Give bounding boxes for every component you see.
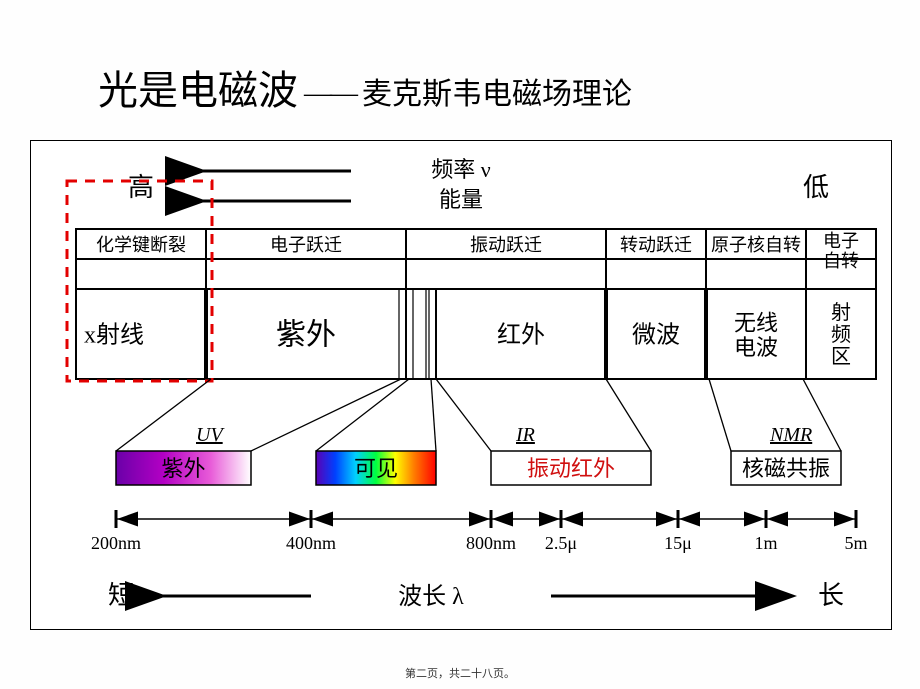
svg-text:振动跃迁: 振动跃迁 xyxy=(470,235,542,255)
svg-text:红外: 红外 xyxy=(497,321,545,348)
svg-text:IR: IR xyxy=(515,424,535,446)
svg-text:波长 λ: 波长 λ xyxy=(398,583,464,610)
title-dash: —— xyxy=(304,78,356,110)
svg-text:5m: 5m xyxy=(844,533,867,553)
svg-text:微波: 微波 xyxy=(632,321,680,348)
svg-text:1m: 1m xyxy=(754,533,777,553)
svg-text:短: 短 xyxy=(108,581,134,610)
svg-text:紫外: 紫外 xyxy=(276,319,336,352)
svg-text:x射线: x射线 xyxy=(84,321,144,348)
svg-text:UV: UV xyxy=(196,424,225,446)
svg-text:长: 长 xyxy=(818,581,844,610)
spectrum-diagram: 频率 ν能量高低化学键断裂电子跃迁振动跃迁转动跃迁原子核自转电子自转x射线紫外红… xyxy=(30,140,892,630)
svg-text:2.5μ: 2.5μ xyxy=(545,533,577,553)
svg-text:15μ: 15μ xyxy=(664,533,692,553)
svg-text:高: 高 xyxy=(128,173,154,202)
svg-text:核磁共振: 核磁共振 xyxy=(742,456,830,481)
svg-text:振动红外: 振动红外 xyxy=(527,456,615,481)
svg-text:400nm: 400nm xyxy=(286,533,336,553)
svg-text:转动跃迁: 转动跃迁 xyxy=(620,235,692,255)
svg-text:电子跃迁: 电子跃迁 xyxy=(270,235,342,255)
svg-text:化学键断裂: 化学键断裂 xyxy=(96,235,186,255)
svg-text:无线电波: 无线电波 xyxy=(734,311,778,360)
title-sub: 麦克斯韦电磁场理论 xyxy=(362,69,632,113)
svg-text:原子核自转: 原子核自转 xyxy=(711,235,801,255)
svg-text:频率 ν: 频率 ν xyxy=(431,157,491,182)
page-footer: 第二页，共二十八页。 xyxy=(405,665,515,681)
svg-text:200nm: 200nm xyxy=(91,533,141,553)
svg-text:电子自转: 电子自转 xyxy=(823,231,859,271)
svg-text:能量: 能量 xyxy=(439,187,483,212)
svg-text:800nm: 800nm xyxy=(466,533,516,553)
svg-text:可见: 可见 xyxy=(354,456,398,481)
title-main: 光是电磁波 xyxy=(98,58,298,116)
svg-text:射频区: 射频区 xyxy=(831,301,851,368)
svg-text:NMR: NMR xyxy=(769,424,812,446)
svg-text:紫外: 紫外 xyxy=(161,456,205,481)
svg-text:低: 低 xyxy=(803,173,829,202)
